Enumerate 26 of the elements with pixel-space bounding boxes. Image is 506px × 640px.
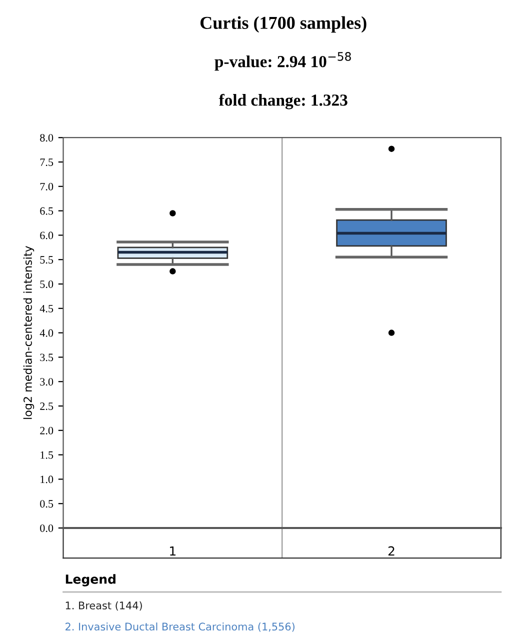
y-tick-label: 6.5 (40, 207, 54, 215)
y-tick-label: 0.5 (40, 500, 54, 508)
y-tick-label: 4.0 (40, 329, 54, 337)
y-tick-label: 1.0 (40, 476, 54, 484)
y-tick-label: 0.0 (40, 524, 54, 532)
y-axis-title: log2 median-centered intensity (23, 246, 34, 419)
text: fold change: 1.323 (218, 94, 348, 110)
chart-subtitle: p-value: 2.94 10$^{−58}$ (214, 52, 351, 71)
y-tick-label: 7.0 (40, 182, 54, 190)
text: 1. Breast (144) (66, 601, 142, 611)
chart-title: Curtis (1700 samples) (200, 16, 366, 33)
y-tick-label: 7.5 (40, 158, 54, 166)
y-tick-label: 3.5 (40, 354, 54, 362)
y-tick-label: 8.0 (40, 134, 54, 142)
text: Legend (66, 574, 116, 586)
x-tick-label: 1 (170, 546, 176, 556)
y-tick-label: 2.0 (40, 426, 54, 434)
y-tick-label: 4.5 (40, 304, 54, 312)
y-tick-label: 5.5 (40, 256, 54, 264)
y-tick-label: 6.0 (40, 232, 54, 240)
text: 2. Invasive Ductal Breast Carcinoma (1,556) (66, 622, 294, 632)
y-tick-label: 1.5 (40, 451, 54, 459)
y-tick-label: 3.0 (40, 378, 54, 386)
y-tick-label: 5.0 (40, 280, 54, 288)
x-tick-label: 2 (388, 546, 394, 556)
y-tick-label: 2.5 (40, 402, 54, 410)
